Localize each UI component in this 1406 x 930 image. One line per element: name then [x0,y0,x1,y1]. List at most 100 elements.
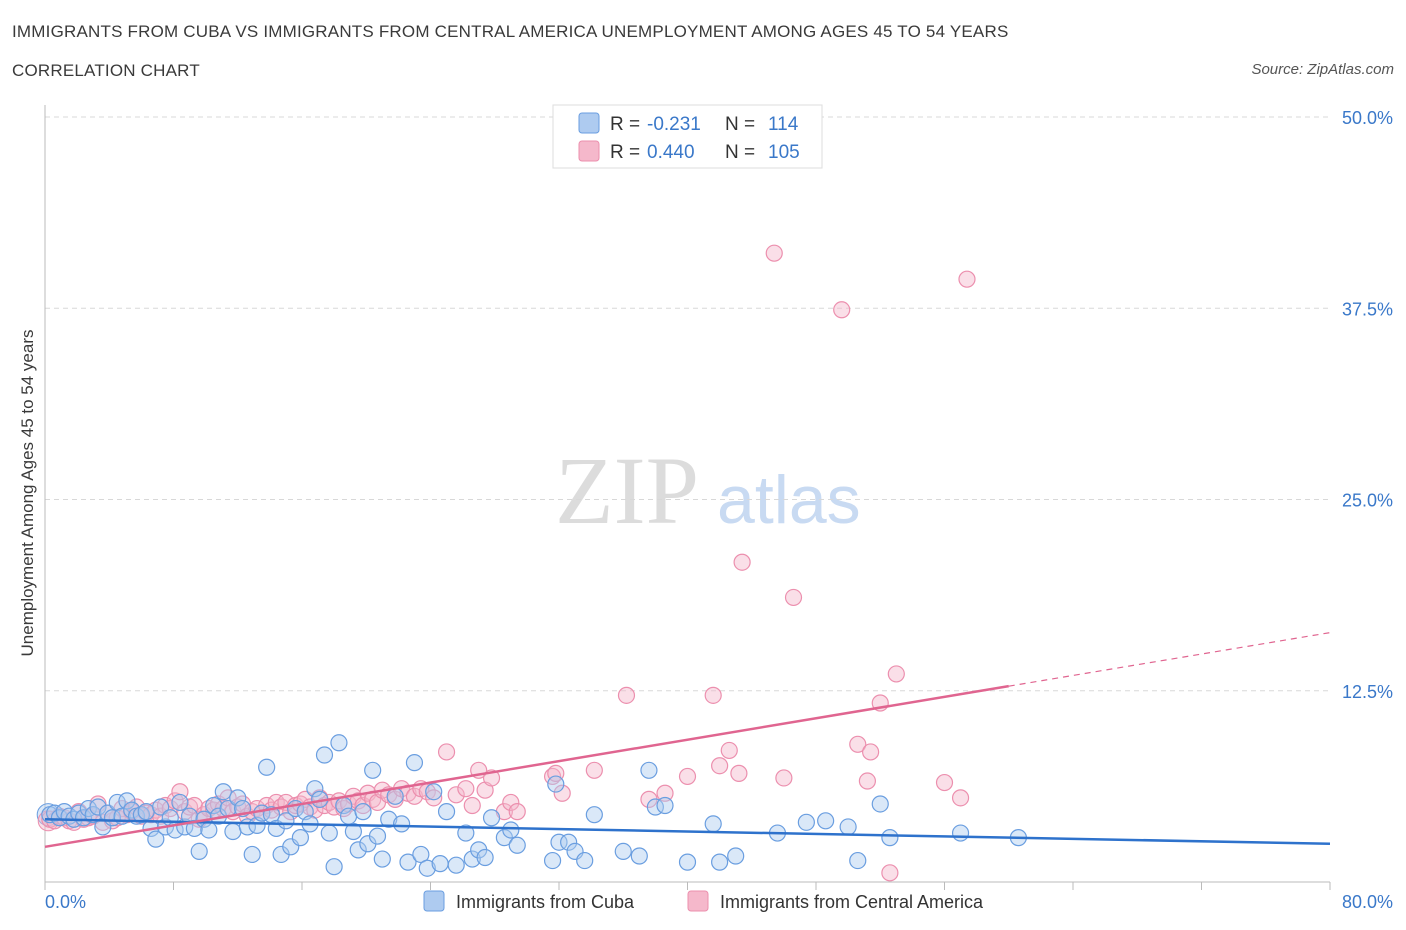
central-america-point [437,743,456,761]
cuba-point [320,824,338,842]
central-america-point [833,301,851,319]
x-tick-label: 80.0% [1342,892,1393,912]
cuba-point [656,796,674,815]
legend-n-label-central-america: N = [725,142,755,163]
cuba-point [380,810,398,828]
central-america-point [457,780,475,798]
legend-n-value-cuba: 114 [768,114,799,135]
cuba-point [425,783,443,801]
cuba-point [291,829,309,847]
chart-subtitle: CORRELATION CHART [12,61,200,80]
cuba-point [152,798,170,816]
legend-r-value-central-america: 0.440 [647,142,695,163]
cuba-point [797,813,815,831]
cuba-point [547,775,565,793]
cuba-point [147,830,165,848]
cuba-point [849,851,867,870]
cuba-point [550,833,568,851]
cuba-point [881,829,899,847]
cuba-point [817,812,835,830]
central-america-point [463,796,481,815]
cuba-point [330,734,348,752]
central-america-point [935,773,954,792]
central-america-point [711,757,729,775]
cuba-point [306,780,324,798]
legend-r-label-cuba: R = [610,114,640,135]
central-america-point [730,764,748,782]
cuba-point [543,851,562,870]
y-tick-label: 25.0% [1342,491,1393,511]
cuba-point [344,822,362,841]
central-america-point [958,270,976,288]
cuba-point [325,858,343,876]
cuba-point [482,809,501,827]
cuba-point [392,815,411,833]
legend-swatch-cuba [578,112,600,134]
cuba-point [457,824,475,842]
cuba-point [839,818,857,836]
cuba-point [190,842,208,861]
cuba-point [258,758,276,776]
central-america-point [585,761,603,779]
cuba-point [412,845,430,864]
y-axis-title: Unemployment Among Ages 45 to 54 years [18,330,37,657]
series-legend-swatch-cuba [423,890,445,912]
cuba-point [630,847,648,865]
cuba-point [431,855,449,873]
central-america-trend-line [44,684,1009,849]
cuba-point [243,845,261,864]
legend-r-value-cuba: -0.231 [647,114,701,135]
cuba-point [349,841,367,859]
cuba-point [118,792,136,810]
central-america-point [862,743,880,761]
cuba-point [74,809,93,827]
cuba-point [463,850,481,868]
cuba-point [704,815,722,833]
central-america-point [733,553,751,571]
cuba-point [614,842,632,861]
cuba-trend-line [44,818,1331,845]
central-america-point [720,741,738,760]
cuba-point [171,793,189,812]
central-america-point [553,784,571,802]
y-tick-label: 12.5% [1342,682,1393,702]
central-america-point [765,244,783,262]
cuba-point [585,806,603,824]
cuba-point [364,761,382,779]
cuba-point [711,853,729,871]
watermark-zip: ZIP [555,437,699,544]
cuba-point [200,821,218,839]
cuba-point [132,806,150,824]
series-legend-label-cuba: Immigrants from Cuba [456,892,635,912]
cuba-point [315,746,334,764]
tick-labels: 12.5% 25.0% 37.5% 50.0% 0.0% 80.0% [45,108,1393,912]
trend-lines [44,632,1331,849]
central-america-point [784,588,803,607]
x-tick-label: 0.0% [45,892,86,912]
central-america-point [887,665,905,683]
grid-lines [45,116,1330,692]
legend-swatch-central-america [578,140,600,162]
cuba-point [229,789,247,807]
central-america-point [881,864,899,882]
cuba-point [89,798,107,816]
cuba-point [508,836,526,854]
cuba-point [871,795,889,813]
cuba-point [437,803,456,821]
cuba-point [476,848,494,867]
cuba-point [447,856,465,874]
cuba-point [373,850,391,868]
cuba-point [576,851,594,870]
y-tick-label: 37.5% [1342,299,1393,319]
central-america-point [508,803,526,821]
series-legend-swatch-central-america [687,890,709,912]
central-america-trend-extension [1008,632,1331,687]
central-america-point [617,686,636,704]
cuba-point [640,761,658,779]
data-points [36,244,1027,882]
central-america-point [678,767,697,786]
legend-r-label-central-america: R = [610,142,640,163]
cuba-point [727,847,745,865]
central-america-point [951,789,970,807]
